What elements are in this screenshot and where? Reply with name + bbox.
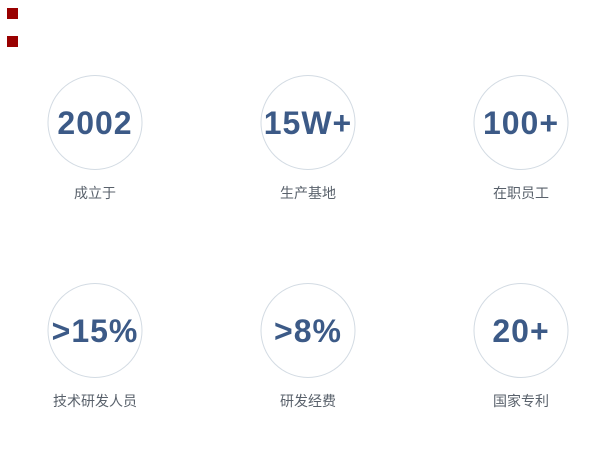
stat-label: 技术研发人员	[53, 393, 137, 409]
stat-value: >15%	[51, 312, 139, 349]
stat-circle: 2002	[47, 75, 143, 170]
red-square-placeholder-icon	[7, 36, 18, 47]
stat-cell-founded: 2002 成立于	[47, 75, 143, 203]
stat-circle: >8%	[260, 283, 356, 378]
stat-circle: 15W+	[260, 75, 356, 170]
stat-cell-production-base: 15W+ 生产基地	[260, 75, 356, 203]
stat-cell-employees: 100+ 在职员工	[473, 75, 569, 203]
stat-value: 100+	[482, 104, 560, 141]
stat-circle: 100+	[473, 75, 569, 170]
stats-grid: 2002 成立于 15W+ 生产基地 100+ 在职员工 >15% 技术研发人员…	[0, 75, 616, 411]
stat-label: 在职员工	[493, 185, 549, 201]
stat-label: 研发经费	[280, 393, 336, 409]
stat-value: 15W+	[263, 104, 353, 141]
stat-cell-rd-staff: >15% 技术研发人员	[47, 283, 143, 411]
stat-value: 20+	[492, 312, 550, 349]
stat-label: 成立于	[74, 185, 116, 201]
stat-cell-rd-funding: >8% 研发经费	[260, 283, 356, 411]
stat-circle: 20+	[473, 283, 569, 378]
stat-cell-patents: 20+ 国家专利	[473, 283, 569, 411]
stat-circle: >15%	[47, 283, 143, 378]
red-square-placeholder-icon	[7, 8, 18, 19]
stat-value: >8%	[274, 312, 342, 349]
stat-value: 2002	[57, 104, 133, 141]
stat-label: 生产基地	[280, 185, 336, 201]
stat-label: 国家专利	[493, 393, 549, 409]
